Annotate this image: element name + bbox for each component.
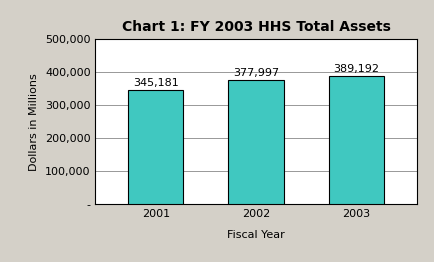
Bar <box>329 76 384 204</box>
Y-axis label: Dollars in Millions: Dollars in Millions <box>30 73 39 171</box>
Bar <box>128 90 183 204</box>
Bar <box>228 80 284 204</box>
Text: 377,997: 377,997 <box>233 68 279 78</box>
X-axis label: Fiscal Year: Fiscal Year <box>227 230 285 240</box>
Text: 389,192: 389,192 <box>333 64 379 74</box>
Title: Chart 1: FY 2003 HHS Total Assets: Chart 1: FY 2003 HHS Total Assets <box>122 20 391 34</box>
Text: 345,181: 345,181 <box>133 78 178 89</box>
